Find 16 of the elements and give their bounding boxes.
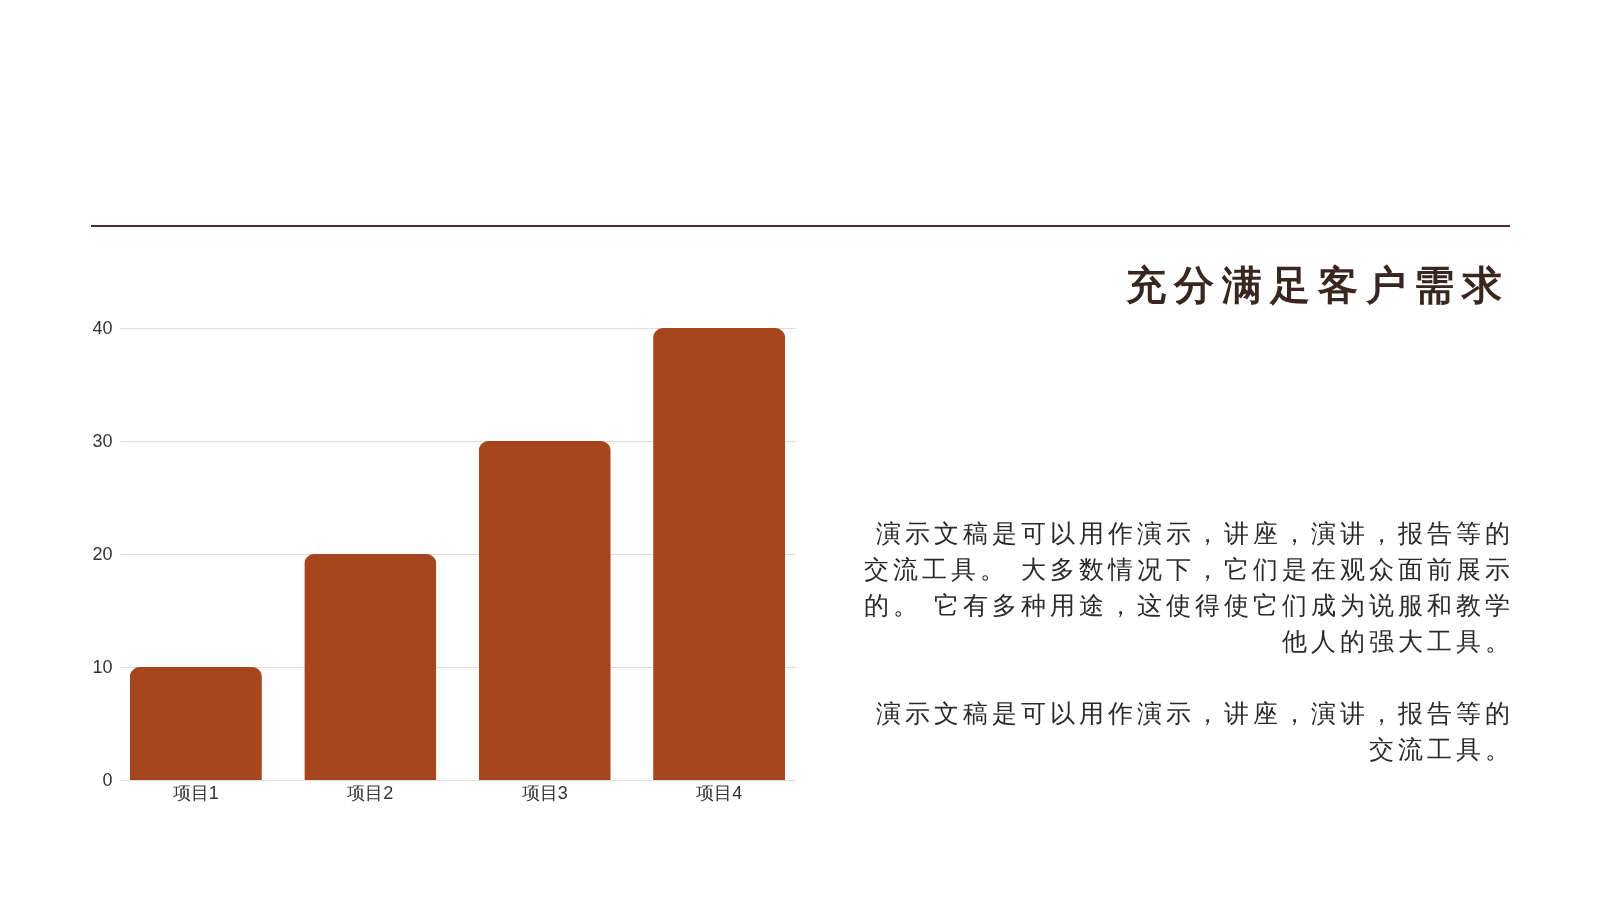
x-tick-label: 项目2 bbox=[347, 782, 394, 803]
text: 充分满足客户需求 bbox=[1126, 261, 1510, 310]
x-tick-label: 项目4 bbox=[696, 782, 743, 803]
text: 演示文稿是可以用作演示，讲座，演讲，报告等的交流工具。 bbox=[875, 698, 1514, 766]
y-tick-label: 0 bbox=[102, 769, 113, 790]
y-tick-label: 40 bbox=[92, 317, 113, 338]
x-tick-label: 项目1 bbox=[172, 782, 219, 803]
bar bbox=[304, 554, 437, 780]
y-tick-label: 10 bbox=[92, 656, 113, 677]
bar bbox=[653, 328, 786, 780]
bar bbox=[478, 441, 611, 780]
y-tick-label: 20 bbox=[92, 543, 113, 564]
bar bbox=[129, 667, 262, 780]
x-tick-label: 项目3 bbox=[521, 782, 568, 803]
text: 演示文稿是可以用作演示，讲座，演讲，报告等的交流工具。 大多数情况下，它们是在观众面前展示的。 它有多种用途，这使得使它们成为说服和教学他人的强大工具。 bbox=[864, 518, 1514, 658]
y-tick-label: 30 bbox=[92, 430, 113, 451]
